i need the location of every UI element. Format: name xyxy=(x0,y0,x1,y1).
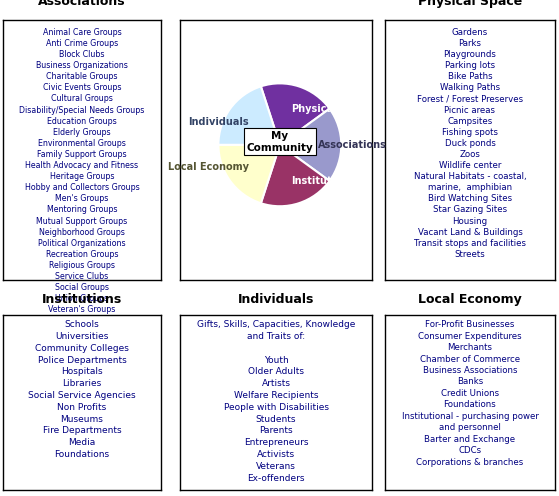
Wedge shape xyxy=(219,86,280,145)
Text: Individuals: Individuals xyxy=(238,293,314,306)
Text: Gifts, Skills, Capacities, Knowledge
and Traits of:

Youth
Older Adults
Artists
: Gifts, Skills, Capacities, Knowledge and… xyxy=(197,320,355,483)
Text: Physical Space: Physical Space xyxy=(418,0,522,7)
Text: Animal Care Groups
Anti Crime Groups
Block Clubs
Business Organizations
Charitab: Animal Care Groups Anti Crime Groups Blo… xyxy=(20,28,145,336)
Text: Institutions: Institutions xyxy=(292,176,355,186)
Text: Schools
Universities
Community Colleges
Police Departments
Hospitals
Libraries
S: Schools Universities Community Colleges … xyxy=(28,320,136,459)
Text: Associations: Associations xyxy=(318,140,387,150)
Text: My
Community: My Community xyxy=(247,131,313,153)
Wedge shape xyxy=(261,83,330,145)
Text: Individuals: Individuals xyxy=(188,118,249,127)
Wedge shape xyxy=(280,109,342,181)
Text: Local Economy: Local Economy xyxy=(418,293,522,306)
Wedge shape xyxy=(261,145,330,206)
Text: Institutions: Institutions xyxy=(42,293,122,306)
Text: For-Profit Businesses
Consumer Expenditures
Merchants
Chamber of Commerce
Busine: For-Profit Businesses Consumer Expenditu… xyxy=(401,320,538,467)
Text: Local Economy: Local Economy xyxy=(168,162,249,172)
Wedge shape xyxy=(219,145,280,203)
Text: Physical: Physical xyxy=(292,104,337,114)
Text: Gardens
Parks
Playgrounds
Parking lots
Bike Paths
Walking Paths
Forest / Forest : Gardens Parks Playgrounds Parking lots B… xyxy=(414,28,527,259)
Text: Associations: Associations xyxy=(38,0,126,7)
